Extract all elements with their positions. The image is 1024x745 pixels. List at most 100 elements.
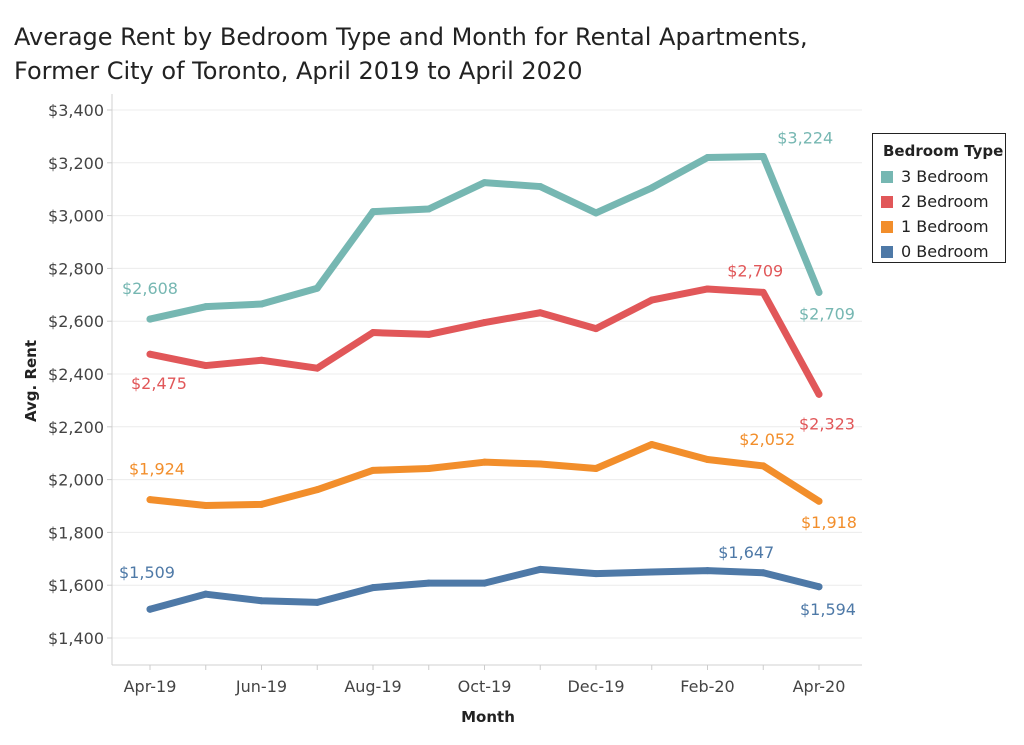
legend-label: 2 Bedroom bbox=[901, 192, 989, 211]
data-point bbox=[536, 183, 544, 191]
legend-item[interactable]: 1 Bedroom bbox=[881, 214, 1005, 239]
y-tick-label: $1,800 bbox=[48, 523, 104, 542]
legend-swatch bbox=[881, 170, 893, 183]
data-label: $2,323 bbox=[799, 414, 855, 433]
data-point bbox=[704, 154, 711, 162]
data-label: $2,709 bbox=[799, 304, 855, 323]
legend-items: 3 Bedroom 2 Bedroom 1 Bedroom 0 Bedroom bbox=[873, 164, 1005, 264]
data-label: $2,709 bbox=[727, 261, 783, 280]
y-axis-title: Avg. Rent bbox=[22, 340, 40, 422]
data-point bbox=[648, 568, 656, 576]
legend-title: Bedroom Type bbox=[883, 142, 1004, 160]
data-point bbox=[592, 570, 600, 578]
data-point bbox=[425, 330, 433, 338]
data-point bbox=[536, 460, 544, 468]
data-point bbox=[481, 458, 488, 466]
data-point bbox=[759, 288, 767, 296]
data-point bbox=[202, 362, 210, 370]
data-point bbox=[202, 590, 210, 598]
data-point bbox=[704, 285, 711, 293]
data-point bbox=[146, 605, 154, 613]
y-tick-label: $2,000 bbox=[48, 471, 104, 490]
y-tick-label: $2,800 bbox=[48, 259, 104, 278]
chart-title-line-2: Former City of Toronto, April 2019 to Ap… bbox=[14, 57, 583, 85]
legend-swatch bbox=[881, 220, 893, 233]
y-tick-label: $2,200 bbox=[48, 418, 104, 437]
chart-title-line-1: Average Rent by Bedroom Type and Month f… bbox=[14, 23, 808, 51]
series-lines bbox=[146, 152, 823, 613]
data-point bbox=[258, 356, 265, 364]
y-axis-ticks: $1,400 $1,600 $1,800 $2,000 $2,200 $2,400 $2,6… bbox=[48, 101, 112, 648]
legend-label: 0 Bedroom bbox=[901, 242, 989, 261]
data-point bbox=[536, 565, 544, 573]
x-tick-label: Dec-19 bbox=[567, 677, 624, 696]
data-point bbox=[481, 179, 488, 187]
x-tick-label: Apr-20 bbox=[793, 677, 846, 696]
data-point bbox=[704, 567, 711, 575]
y-tick-label: $2,400 bbox=[48, 365, 104, 384]
y-tick-label: $3,200 bbox=[48, 154, 104, 173]
legend-swatch bbox=[881, 245, 893, 258]
data-point bbox=[425, 205, 433, 213]
data-point bbox=[592, 325, 600, 333]
data-labels: $2,608 $3,224 $2,709 $2,475 $2,709 $2,323 $1,9… bbox=[119, 128, 857, 618]
data-label: $2,052 bbox=[739, 430, 795, 449]
data-label: $1,509 bbox=[119, 563, 175, 582]
data-point bbox=[536, 309, 544, 317]
data-point bbox=[759, 152, 767, 160]
y-tick-label: $3,000 bbox=[48, 207, 104, 226]
data-point bbox=[313, 598, 321, 606]
data-point bbox=[258, 300, 265, 308]
data-point bbox=[202, 303, 210, 311]
data-point bbox=[648, 296, 656, 304]
y-tick-label: $3,400 bbox=[48, 101, 104, 120]
data-point bbox=[815, 390, 823, 398]
data-label: $2,608 bbox=[122, 279, 178, 298]
x-axis-ticks: Apr-19 Jun-19 Aug-19 Oct-19 Dec-19 Feb-20 Apr-… bbox=[124, 665, 846, 696]
legend-item[interactable]: 3 Bedroom bbox=[881, 164, 1005, 189]
data-point bbox=[481, 579, 488, 587]
data-label: $1,647 bbox=[718, 543, 774, 562]
data-point bbox=[648, 440, 656, 448]
data-point bbox=[369, 208, 377, 216]
data-point bbox=[146, 496, 154, 504]
data-point bbox=[146, 315, 154, 323]
data-point bbox=[815, 288, 823, 296]
data-label: $1,594 bbox=[800, 600, 856, 619]
data-point bbox=[648, 184, 656, 192]
series-line-0-bedroom bbox=[146, 565, 823, 613]
data-label: $1,918 bbox=[801, 513, 857, 532]
data-point bbox=[146, 350, 154, 358]
x-tick-label: Feb-20 bbox=[680, 677, 734, 696]
legend-label: 1 Bedroom bbox=[901, 217, 989, 236]
data-label: $1,924 bbox=[129, 460, 185, 479]
data-point bbox=[202, 501, 210, 509]
legend[interactable]: Bedroom Type 3 Bedroom 2 Bedroom 1 Bedroom… bbox=[872, 133, 1006, 263]
data-point bbox=[425, 465, 433, 473]
axes bbox=[111, 94, 862, 666]
x-tick-label: Jun-19 bbox=[235, 677, 287, 696]
data-point bbox=[592, 465, 600, 473]
legend-swatch bbox=[881, 195, 893, 208]
data-point bbox=[815, 497, 823, 505]
data-point bbox=[313, 364, 321, 372]
data-point bbox=[258, 597, 265, 605]
data-point bbox=[369, 329, 377, 337]
data-point bbox=[704, 456, 711, 464]
data-point bbox=[592, 209, 600, 217]
legend-item[interactable]: 2 Bedroom bbox=[881, 189, 1005, 214]
data-point bbox=[369, 466, 377, 474]
x-tick-label: Oct-19 bbox=[458, 677, 512, 696]
data-point bbox=[313, 284, 321, 292]
y-tick-label: $1,600 bbox=[48, 576, 104, 595]
x-tick-label: Apr-19 bbox=[124, 677, 177, 696]
data-point bbox=[313, 486, 321, 494]
data-point bbox=[258, 500, 265, 508]
chart-title: Average Rent by Bedroom Type and Month f… bbox=[14, 20, 1014, 88]
y-tick-label: $2,600 bbox=[48, 312, 104, 331]
data-point bbox=[815, 583, 823, 591]
x-tick-label: Aug-19 bbox=[344, 677, 401, 696]
legend-item[interactable]: 0 Bedroom bbox=[881, 239, 1005, 264]
series-line-1-bedroom bbox=[146, 440, 823, 509]
y-tick-label: $1,400 bbox=[48, 629, 104, 648]
